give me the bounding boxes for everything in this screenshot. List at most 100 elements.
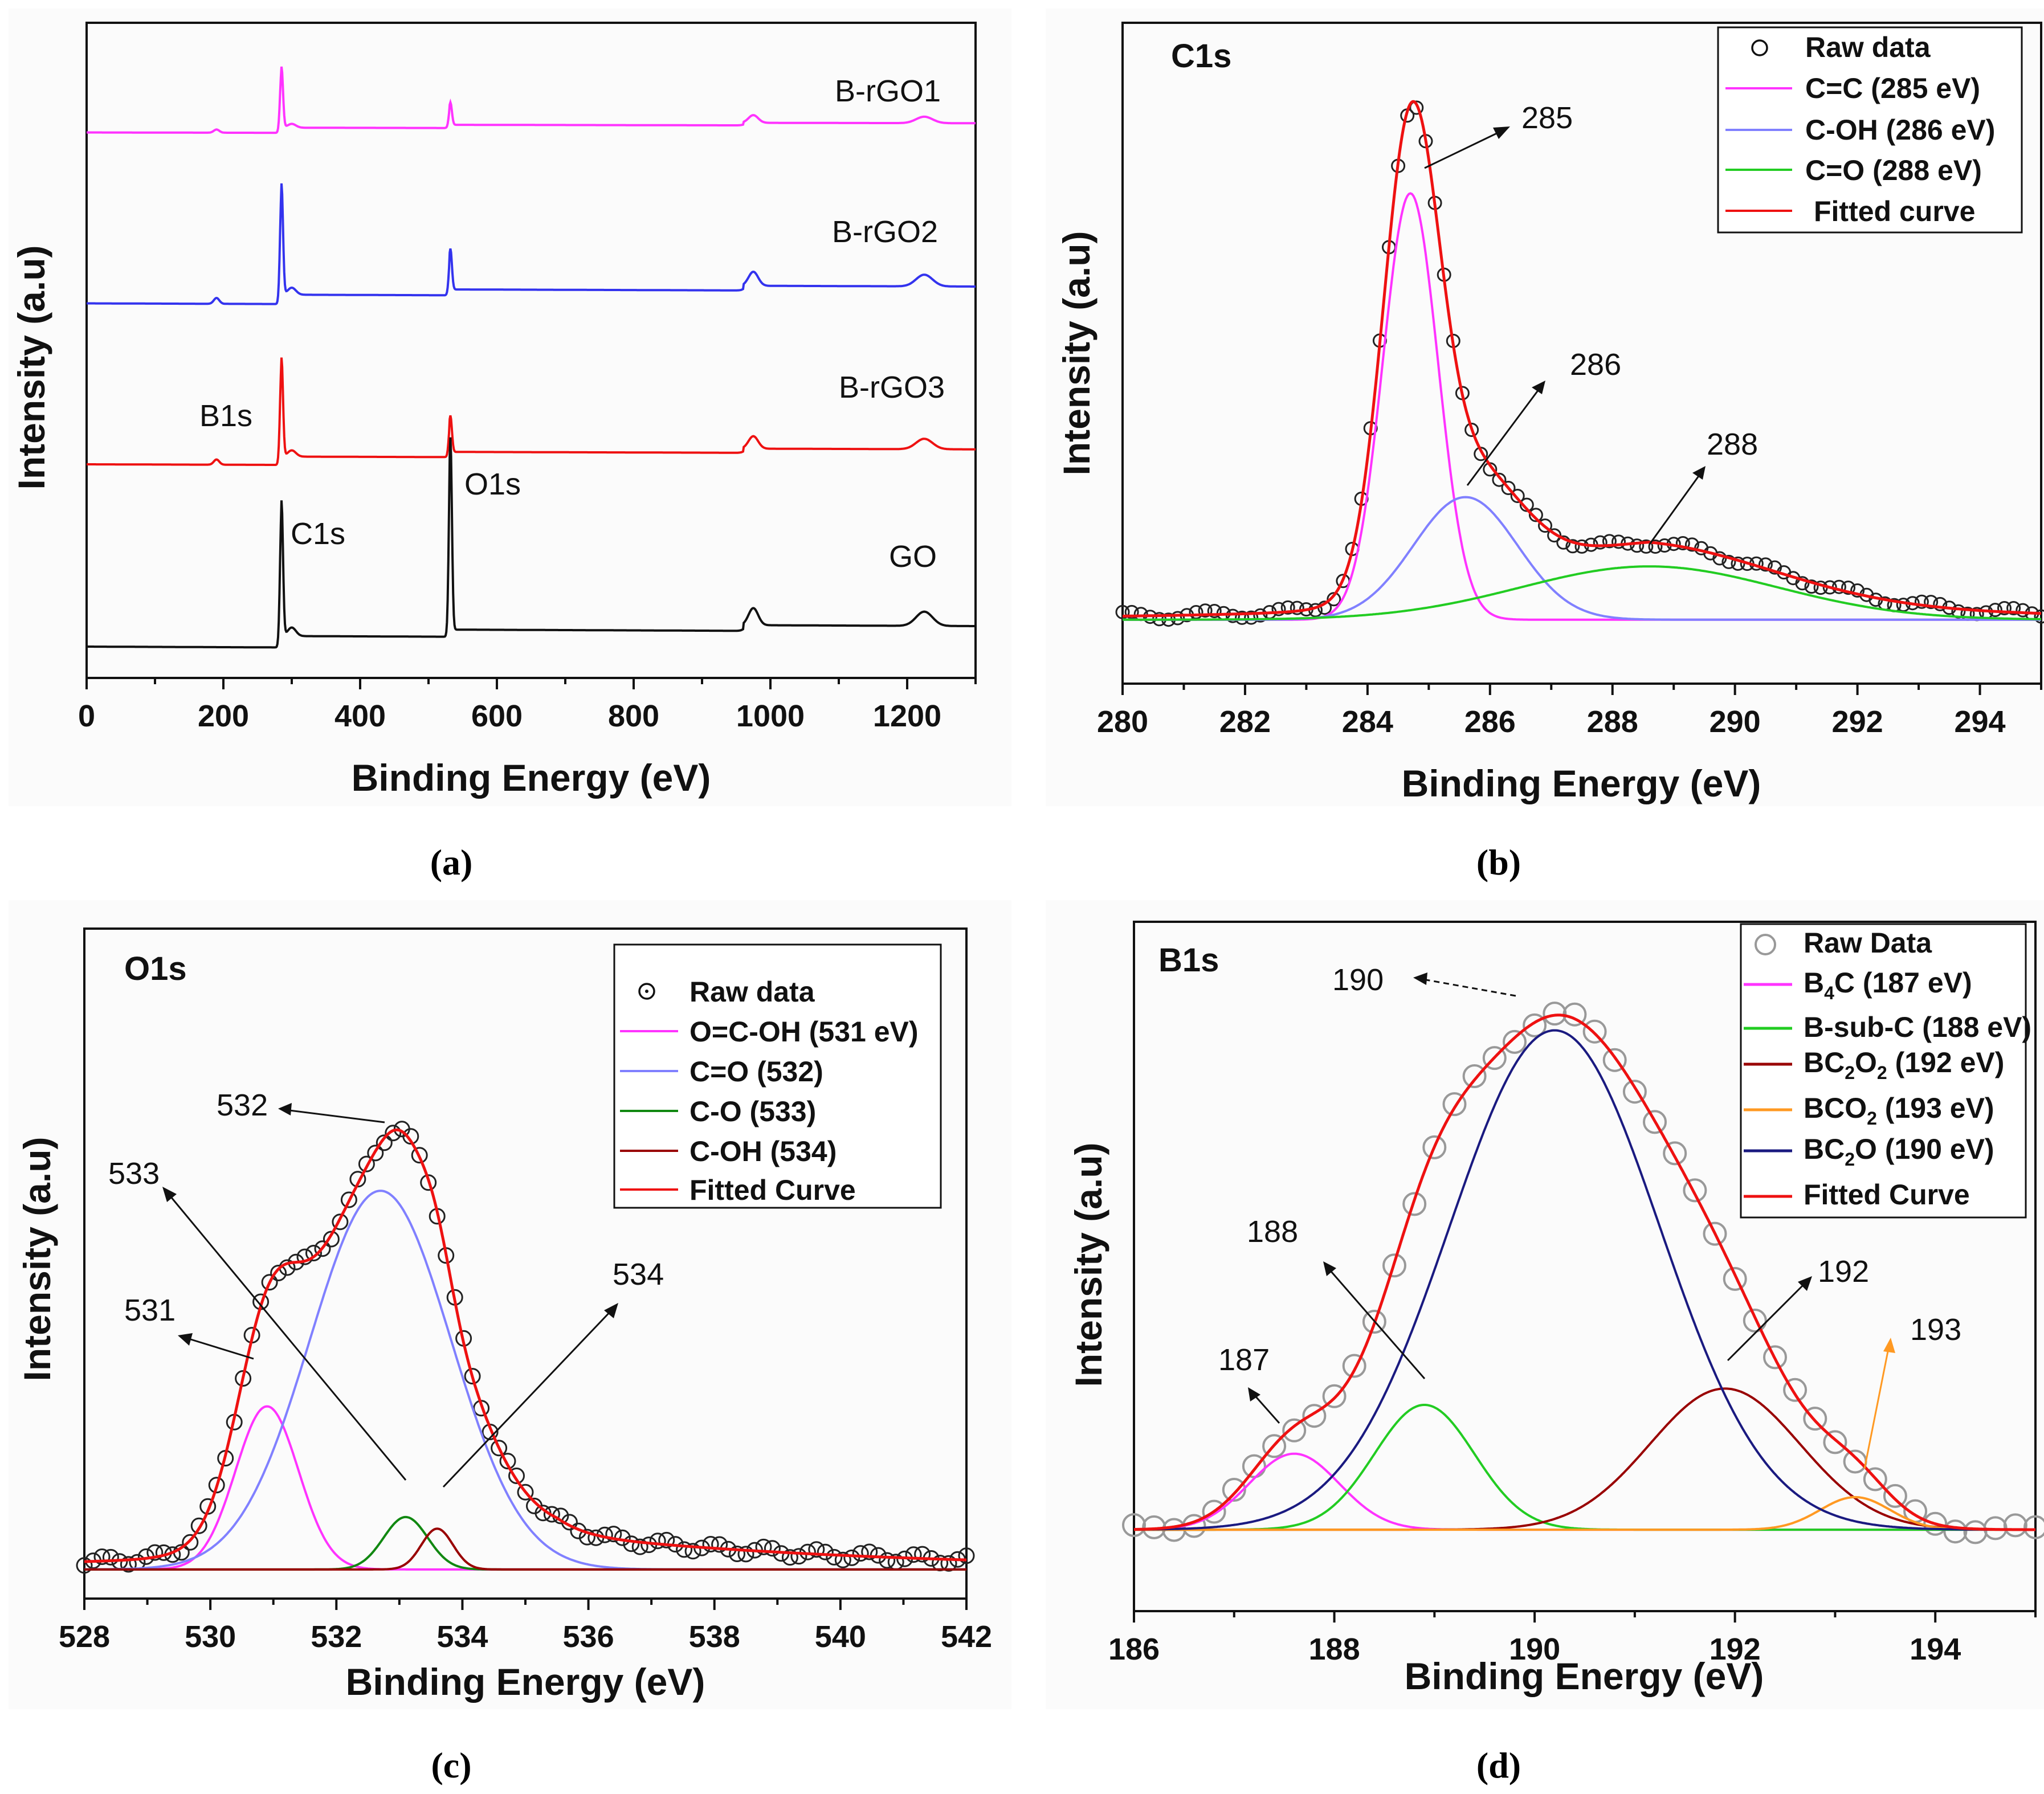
- raw-data-point: [464, 1368, 481, 1385]
- panel-c-plot: [76, 1121, 975, 1574]
- raw-data-point: [182, 1534, 199, 1551]
- x-tick-label: 0: [78, 699, 95, 733]
- raw-data-point: [729, 1546, 745, 1562]
- legend-c-raw: Raw data: [690, 976, 815, 1008]
- x-tick-label: 284: [1342, 705, 1393, 739]
- raw-data-point: [1290, 600, 1304, 615]
- raw-data-point: [914, 1546, 931, 1563]
- survey-line-b-rgo1: [87, 66, 976, 134]
- panel-d-annotations: 190 188 187 192 193: [1218, 963, 1961, 1469]
- raw-data-point: [2006, 601, 2021, 615]
- annotation-531: 531: [124, 1293, 176, 1327]
- raw-data-point: [1528, 508, 1543, 522]
- fitted-curve: [1123, 100, 2042, 618]
- raw-data-point: [1721, 554, 1736, 569]
- panel-c-title: O1s: [124, 950, 187, 987]
- raw-data-point: [93, 1548, 111, 1565]
- raw-data-point: [834, 1551, 851, 1568]
- arrowhead-190: [1413, 972, 1427, 985]
- legend-b-cc: C=C (285 eV): [1805, 72, 1980, 104]
- raw-data-point: [1302, 1404, 1327, 1428]
- raw-data-point: [1501, 481, 1516, 495]
- raw-data-point: [1723, 1266, 1747, 1291]
- annotation-534: 534: [613, 1257, 664, 1292]
- raw-data-point: [676, 1541, 693, 1558]
- raw-data-point: [1663, 1141, 1687, 1166]
- raw-data-point: [1327, 592, 1341, 607]
- raw-data-point: [1189, 605, 1203, 619]
- panel-d-legend-box: [1740, 923, 2027, 1219]
- bc2o-ev: (190 eV): [1877, 1133, 1994, 1165]
- panel-a-ylabel: Intensity (a.u): [10, 245, 52, 489]
- raw-data-point: [305, 1245, 322, 1261]
- x-tick-label: 1200: [873, 699, 941, 733]
- component-c=o: [1123, 565, 2041, 621]
- panel-c-ylabel: Intensity (a.u): [16, 1137, 58, 1381]
- raw-data-point: [323, 1231, 340, 1248]
- raw-data-point: [1422, 1135, 1447, 1159]
- raw-data-point: [120, 1556, 137, 1573]
- raw-data-point: [1758, 557, 1773, 572]
- raw-data-point: [1943, 1519, 1968, 1544]
- raw-data-point: [1253, 608, 1268, 623]
- raw-data-point: [402, 1128, 419, 1145]
- raw-data-point: [649, 1533, 666, 1550]
- arrow-531: [185, 1337, 254, 1360]
- arrowhead-532: [278, 1103, 292, 1115]
- label-go: GO: [889, 540, 937, 574]
- legend-d-raw-marker: [1755, 934, 1776, 955]
- raw-data-point: [1322, 1384, 1347, 1408]
- b4c-base: B: [1804, 967, 1824, 999]
- raw-data-point: [1863, 1467, 1887, 1491]
- x-tick-label: 800: [608, 699, 659, 733]
- raw-data-point: [2016, 603, 2030, 618]
- x-tick-label: 538: [689, 1620, 740, 1654]
- arrow-288: [1649, 472, 1702, 545]
- raw-data-point: [1124, 604, 1139, 619]
- raw-data-point: [1538, 518, 1552, 533]
- panel-c-xticks: 528 530 532 534 536 538 540 542: [59, 1599, 992, 1654]
- raw-data-point: [1462, 1064, 1487, 1088]
- raw-data-point: [1763, 1345, 1787, 1370]
- arrowhead-286: [1532, 381, 1545, 394]
- fitted-curve: [1133, 1014, 2035, 1531]
- raw-data-point: [102, 1548, 119, 1566]
- legend-b-co: C=O (288 eV): [1805, 154, 1982, 186]
- raw-data-point: [1997, 601, 2012, 615]
- legend-c-co: C=O (532): [690, 1056, 823, 1088]
- raw-data-point: [631, 1538, 648, 1555]
- raw-data-point: [376, 1134, 393, 1151]
- raw-data-point: [1795, 576, 1810, 591]
- arrow-286: [1466, 387, 1541, 486]
- arrow-534: [442, 1308, 614, 1488]
- raw-data-point: [1198, 603, 1213, 618]
- raw-data-point: [1675, 536, 1690, 550]
- raw-data-point: [1743, 1309, 1767, 1333]
- panel-a-frame: [85, 22, 977, 679]
- raw-data-point: [1639, 539, 1654, 554]
- arrowhead-533: [162, 1187, 177, 1202]
- bc2o2-s2: 2: [1877, 1062, 1887, 1083]
- annotation-192: 192: [1818, 1254, 1869, 1289]
- raw-data-point: [1804, 579, 1819, 594]
- annotation-b1s: B1s: [199, 399, 252, 433]
- annotation-187: 187: [1218, 1343, 1270, 1377]
- raw-data-point: [261, 1274, 278, 1291]
- panel-d-frame: [1133, 921, 2037, 1612]
- raw-data-point: [1731, 556, 1745, 571]
- arrow-190: [1419, 978, 1516, 997]
- raw-data-point: [1342, 1354, 1366, 1378]
- panel-a-label: (a): [430, 842, 473, 882]
- raw-data-point: [2003, 1513, 2027, 1538]
- raw-data-point: [491, 1440, 508, 1457]
- bc2o2-a: BC: [1804, 1047, 1845, 1078]
- legend-c-coh: C-OH (534): [690, 1135, 837, 1167]
- raw-data-point: [340, 1191, 357, 1208]
- label-b-rgo3: B-rGO3: [839, 370, 945, 404]
- raw-data-point: [1630, 538, 1645, 553]
- panel-d-plot: [1122, 1002, 2044, 1544]
- x-tick-label: 186: [1108, 1632, 1160, 1666]
- panel-d-label: (d): [1476, 1745, 1521, 1785]
- raw-data-point: [385, 1125, 402, 1142]
- label-b-rgo1: B-rGO1: [835, 74, 941, 108]
